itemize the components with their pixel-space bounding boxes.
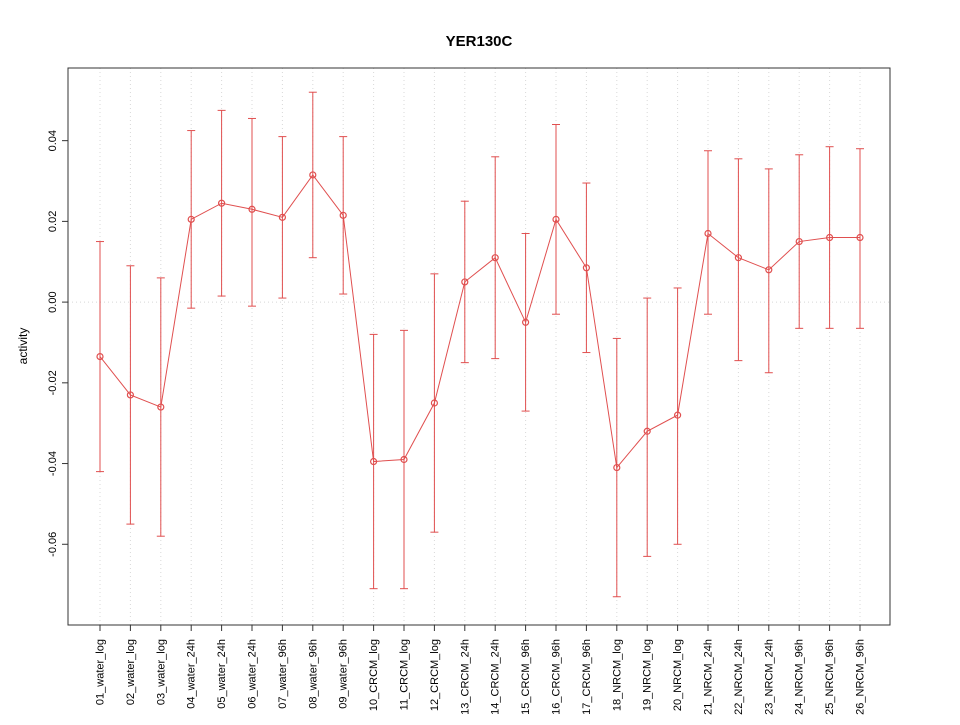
data-point [309,171,317,179]
x-tick-label: 12_CRCM_log [429,639,441,711]
plot-area: -0.06 -0.04 -0.02 0.00 0.02 0.04 01_water_log 0… [47,67,891,715]
x-tick-label: 02_water_log [125,639,137,705]
x-tick-label: 24_NRCM_96h [794,639,806,715]
y-axis-label: activity [16,328,30,365]
x-tick-label: 09_water_96h [338,639,350,709]
data-point [248,205,256,213]
y-tick-label: 0.04 [47,130,59,151]
x-tick-label: 06_water_24h [247,639,259,709]
x-tick-label: 08_water_96h [307,639,319,709]
x-tick-label: 13_CRCM_24h [459,639,471,715]
x-tick-label: 03_water_log [155,639,167,705]
y-tick-label: -0.04 [47,451,59,476]
chart-title: YER130C [446,33,513,50]
data-point [430,399,438,407]
data-point [552,215,560,223]
data-point [673,411,682,419]
data-point [582,264,591,272]
x-tick-label: 18_NRCM_log [611,639,623,711]
data-point [126,391,134,399]
data-point [187,215,195,223]
x-tick-label: 21_NRCM_24h [703,639,715,715]
x-tick-label: 04_water_24h [186,639,198,709]
y-tick-label: -0.06 [47,532,59,557]
data-point [96,352,104,361]
data-point [400,455,408,464]
y-tick-label: 0.02 [47,211,59,232]
y-tick-label: 0.00 [47,291,59,312]
series-line [99,174,860,469]
x-tick-label: 17_CRCM_96h [581,639,593,715]
data-point [491,254,499,262]
data-point [461,278,469,286]
x-tick-label: 11_CRCM_log [399,639,411,710]
data-point [370,457,378,466]
y-tick-label: -0.02 [47,370,59,395]
plot-border [67,67,891,626]
x-tick-label: 15_CRCM_96h [520,639,532,715]
data-point [278,213,286,221]
x-tick-label: 19_NRCM_log [642,639,654,711]
x-tick-label: 05_water_24h [216,639,228,709]
data-point [825,233,834,242]
x-tick-label: 01_water_log [95,639,107,705]
data-point [734,254,743,262]
x-tick-label: 07_water_96h [277,639,289,709]
data-point [765,266,773,274]
data-point [521,318,530,326]
x-tick-label: 14_CRCM_24h [490,639,502,715]
x-tick-label: 23_NRCM_24h [763,639,775,715]
data-point [643,427,651,435]
x-tick-label: 26_NRCM_96h [855,639,867,715]
data-point [157,403,165,411]
data-point [795,237,803,246]
x-tick-label: 25_NRCM_96h [824,639,836,715]
data-point [613,463,621,472]
data-point [704,229,712,238]
x-tick-label: 20_NRCM_log [672,639,684,711]
x-tick-label: 16_CRCM_96h [551,639,563,715]
x-tick-label: 22_NRCM_24h [733,639,745,715]
data-point [218,199,226,207]
x-tick-label: 10_CRCM_log [368,639,380,711]
data-point [339,211,347,219]
data-point [856,233,864,242]
